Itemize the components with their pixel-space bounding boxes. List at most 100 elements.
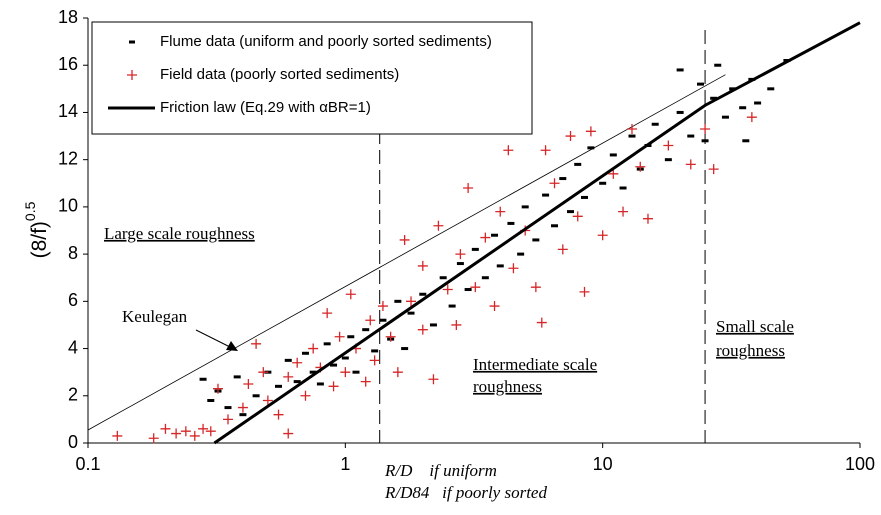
field-point bbox=[360, 376, 371, 387]
y-tick-label: 10 bbox=[58, 196, 78, 216]
field-point bbox=[530, 282, 541, 293]
field-point bbox=[377, 301, 388, 312]
legend-label: Friction law (Eq.29 with αBR=1) bbox=[160, 99, 371, 116]
field-point bbox=[746, 112, 757, 123]
annotation: roughness bbox=[716, 341, 785, 360]
field-point bbox=[626, 123, 637, 134]
y-tick-label: 2 bbox=[68, 385, 78, 405]
field-point bbox=[365, 315, 376, 326]
field-point bbox=[198, 423, 209, 434]
field-point bbox=[442, 284, 453, 295]
field-point bbox=[273, 409, 284, 420]
field-point bbox=[171, 428, 182, 439]
annotation: roughness bbox=[473, 377, 542, 396]
field-point bbox=[205, 426, 216, 437]
field-point bbox=[385, 331, 396, 342]
field-point bbox=[212, 383, 223, 394]
annotation: Large scale roughness bbox=[104, 224, 255, 243]
field-point bbox=[406, 296, 417, 307]
field-point bbox=[428, 374, 439, 385]
field-point bbox=[433, 220, 444, 231]
field-point bbox=[258, 367, 269, 378]
field-point bbox=[489, 301, 500, 312]
x-axis-label: R/D if uniform bbox=[384, 461, 497, 480]
field-point bbox=[283, 428, 294, 439]
annotation: Intermediate scale bbox=[473, 355, 597, 374]
field-point bbox=[417, 324, 428, 335]
field-point bbox=[608, 168, 619, 179]
field-point bbox=[635, 161, 646, 172]
x-tick-label: 1 bbox=[340, 454, 350, 474]
field-point bbox=[579, 286, 590, 297]
y-tick-label: 18 bbox=[58, 7, 78, 27]
field-point bbox=[508, 263, 519, 274]
field-point bbox=[642, 213, 653, 224]
field-point bbox=[451, 319, 462, 330]
field-point bbox=[685, 159, 696, 170]
keulegan-line bbox=[87, 74, 726, 431]
field-point bbox=[557, 244, 568, 255]
field-point bbox=[399, 234, 410, 245]
field-point bbox=[700, 123, 711, 134]
x-tick-label: 10 bbox=[593, 454, 613, 474]
field-point bbox=[237, 402, 248, 413]
field-point bbox=[189, 430, 200, 441]
field-point bbox=[495, 206, 506, 217]
series bbox=[199, 59, 791, 417]
field-point bbox=[536, 317, 547, 328]
field-point bbox=[369, 355, 380, 366]
field-point bbox=[392, 367, 403, 378]
field-point bbox=[112, 430, 123, 441]
y-tick-label: 14 bbox=[58, 101, 78, 121]
field-point bbox=[243, 378, 254, 389]
series bbox=[112, 112, 757, 444]
field-point bbox=[463, 183, 474, 193]
field-point bbox=[480, 232, 491, 243]
y-axis-label: (8/f)0.5 bbox=[22, 201, 51, 258]
y-tick-label: 8 bbox=[68, 243, 78, 263]
field-point bbox=[503, 145, 514, 156]
series bbox=[213, 21, 861, 445]
field-point bbox=[470, 282, 481, 293]
annotation: Small scale bbox=[716, 317, 794, 336]
field-point bbox=[334, 331, 345, 342]
field-point bbox=[300, 390, 311, 401]
field-point bbox=[585, 126, 596, 137]
friction-law-line bbox=[213, 21, 861, 445]
field-point bbox=[597, 230, 608, 241]
field-point bbox=[455, 249, 466, 260]
field-point bbox=[262, 395, 273, 406]
field-point bbox=[565, 131, 576, 142]
field-point bbox=[708, 164, 719, 175]
field-point bbox=[251, 338, 262, 349]
y-tick-label: 4 bbox=[68, 337, 78, 357]
field-point bbox=[308, 343, 319, 354]
field-point bbox=[223, 414, 234, 425]
field-point bbox=[340, 367, 351, 378]
field-point bbox=[322, 308, 333, 319]
field-point bbox=[549, 178, 560, 189]
field-point bbox=[540, 145, 551, 156]
field-point bbox=[148, 433, 159, 444]
field-point bbox=[618, 206, 629, 217]
field-point bbox=[160, 423, 171, 434]
field-point bbox=[283, 371, 294, 382]
field-point bbox=[345, 289, 356, 300]
y-tick-label: 0 bbox=[68, 432, 78, 452]
field-point bbox=[328, 381, 339, 392]
field-point bbox=[417, 260, 428, 271]
legend-box bbox=[91, 21, 533, 135]
keulegan-arrow bbox=[195, 329, 235, 350]
keulegan-arrowhead bbox=[226, 341, 238, 351]
field-point bbox=[572, 211, 583, 222]
y-tick-label: 16 bbox=[58, 54, 78, 74]
keulegan-label: Keulegan bbox=[122, 307, 188, 326]
legend-label: Flume data (uniform and poorly sorted se… bbox=[160, 33, 492, 50]
x-tick-label: 100 bbox=[845, 454, 875, 474]
y-tick-label: 6 bbox=[68, 290, 78, 310]
legend-label: Field data (poorly sorted sediments) bbox=[160, 66, 399, 83]
field-point bbox=[180, 426, 191, 437]
y-label-exponent: 0.5 bbox=[22, 201, 38, 221]
y-label-base: (8/f) bbox=[28, 221, 51, 258]
